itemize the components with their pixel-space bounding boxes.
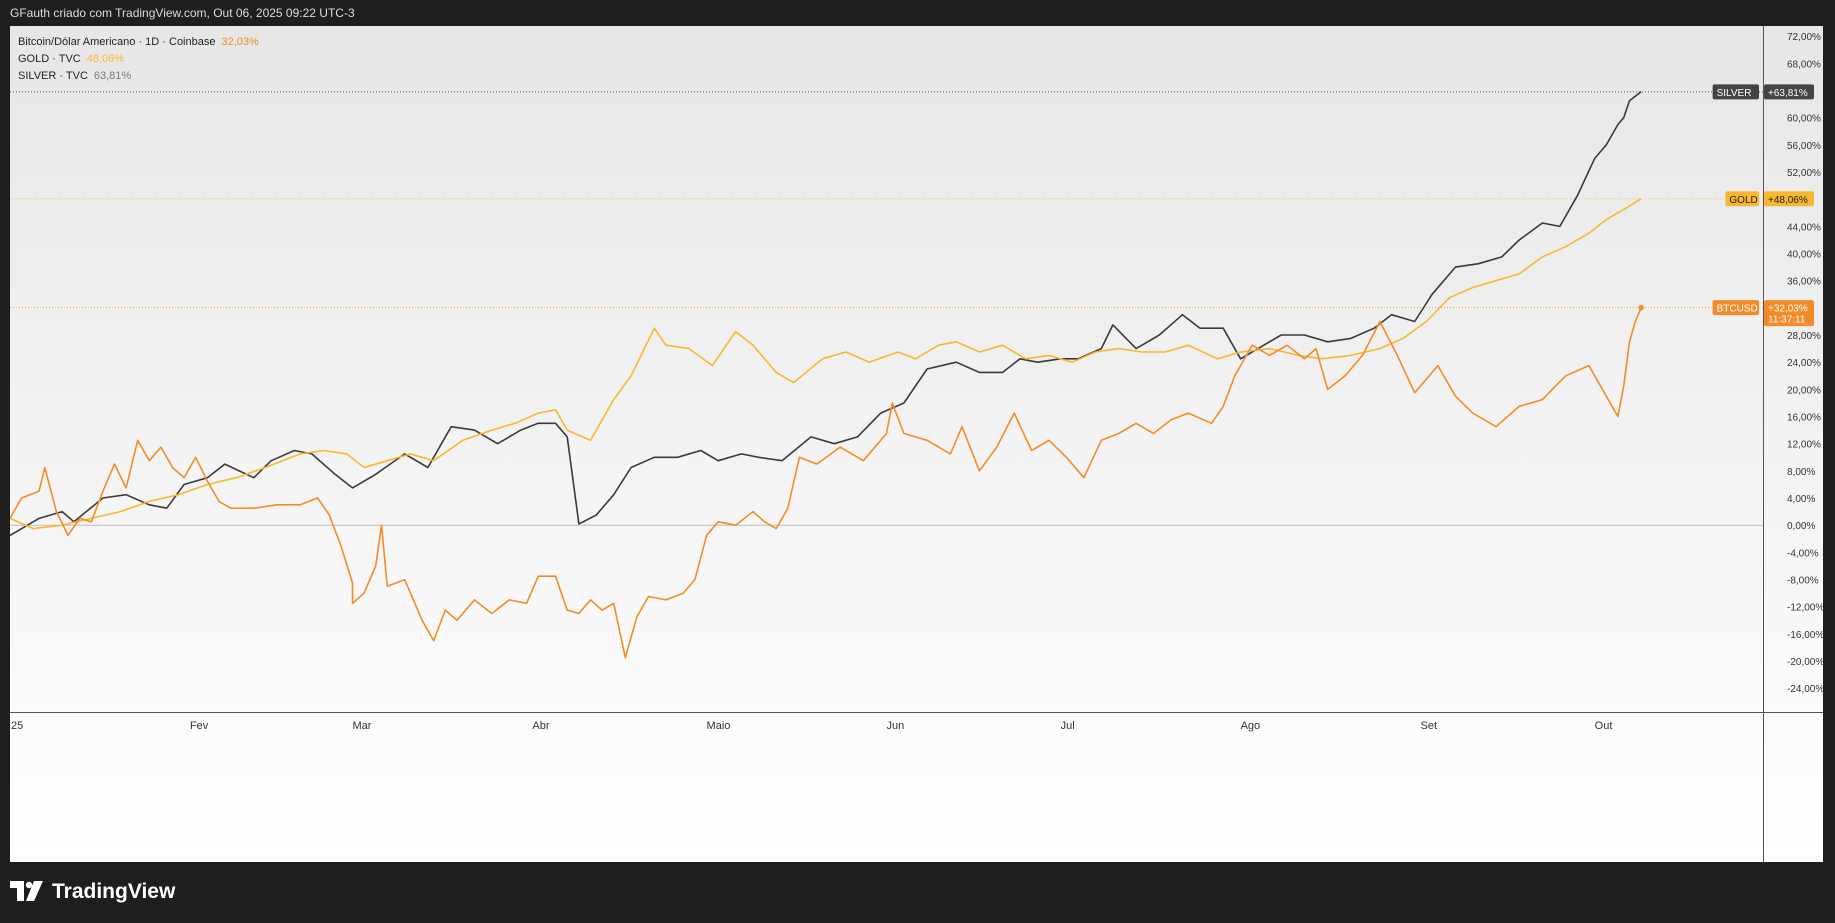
btc-series-line[interactable]	[10, 307, 1642, 659]
y-tick-label: 0,00%	[1787, 521, 1815, 532]
y-tick-label: -16,00%	[1787, 630, 1823, 641]
legend-value-gold: 48,06%	[86, 53, 125, 65]
y-tick-label: 40,00%	[1787, 250, 1821, 261]
x-tick-label: Maio	[707, 720, 731, 732]
grid-layer	[10, 91, 1763, 526]
y-tick-label: 8,00%	[1787, 467, 1815, 478]
header-title: GFauth criado com TradingView.com, Out 0…	[10, 6, 355, 20]
legend-value-silver: 63,81%	[93, 70, 132, 82]
gold-tag-name-box	[1725, 191, 1759, 207]
silver-tag-value: +63,81%	[1768, 88, 1808, 99]
silver-price-tag[interactable]: SILVER +63,81%	[1712, 84, 1814, 100]
y-tick-label: -4,00%	[1787, 548, 1819, 559]
gold-tag-value-box	[1764, 191, 1814, 207]
footer-brand: TradingView	[52, 880, 176, 903]
x-tick-label: Fev	[190, 720, 209, 732]
x-tick-label: Jun	[887, 720, 905, 732]
silver-tag-name-box	[1712, 84, 1759, 100]
legend-item-gold[interactable]: GOLD · TVC 48,06%	[18, 51, 259, 68]
chart-frame[interactable]: 72,00% 68,00% 60,00% 56,00% 52,00% 44,00% 40,0…	[10, 26, 1823, 862]
btc-tag-value: +32,03%	[1768, 304, 1808, 315]
gold-tag-value: +48,06%	[1768, 195, 1808, 206]
y-tick-label: -20,00%	[1787, 657, 1823, 668]
legend-label-silver: SILVER · TVC	[18, 70, 88, 82]
line-chart[interactable]: 72,00% 68,00% 60,00% 56,00% 52,00% 44,00% 40,0…	[10, 26, 1823, 862]
silver-tag-name: SILVER	[1717, 88, 1752, 99]
axis-layer: 72,00% 68,00% 60,00% 56,00% 52,00% 44,00% 40,0…	[10, 26, 1823, 862]
y-tick-label: 36,00%	[1787, 277, 1821, 288]
x-tick-label: Ago	[1241, 720, 1261, 732]
btc-tag-value-box	[1764, 300, 1814, 327]
silver-tag-value-box	[1764, 84, 1814, 100]
legend-item-btc[interactable]: Bitcoin/Dólar Americano · 1D · Coinbase 3…	[18, 34, 259, 51]
chart-legend: Bitcoin/Dólar Americano · 1D · Coinbase 3…	[18, 34, 259, 85]
y-tick-label: 68,00%	[1787, 59, 1821, 70]
y-tick-label: 16,00%	[1787, 413, 1821, 424]
btc-tag-name: BTCUSD	[1717, 304, 1758, 315]
x-tick-label: Set	[1421, 720, 1438, 732]
y-tick-label: 20,00%	[1787, 385, 1821, 396]
btc-tag-name-box	[1712, 300, 1759, 316]
y-tick-label: 52,00%	[1787, 168, 1821, 179]
y-tick-label: -24,00%	[1787, 684, 1823, 695]
series-layer	[10, 91, 1644, 659]
tradingview-logo-icon	[10, 881, 43, 901]
legend-label-btc: Bitcoin/Dólar Americano · 1D · Coinbase	[18, 36, 216, 48]
y-tick-label: 72,00%	[1787, 32, 1821, 43]
legend-label-gold: GOLD · TVC	[18, 53, 81, 65]
x-tick-label: Out	[1595, 720, 1613, 732]
y-tick-label: 12,00%	[1787, 440, 1821, 451]
y-tick-label: -8,00%	[1787, 576, 1819, 587]
x-tick-label: Abr	[532, 720, 549, 732]
tradingview-logo[interactable]: TradingView	[10, 880, 175, 904]
y-tick-label: 44,00%	[1787, 222, 1821, 233]
gold-price-tag[interactable]: GOLD +48,06%	[1725, 191, 1814, 207]
tag-layer: SILVER +63,81% GOLD +48,06% BTCUSD +32,03%11:…	[1712, 84, 1814, 327]
y-tick-label: -12,00%	[1787, 603, 1823, 614]
gold-tag-name: GOLD	[1729, 195, 1757, 206]
y-tick-label: 60,00%	[1787, 114, 1821, 125]
y-tick-label: 4,00%	[1787, 494, 1815, 505]
y-tick-label: 56,00%	[1787, 141, 1821, 152]
x-tick-label: 25	[11, 720, 23, 732]
chart-header: GFauth criado com TradingView.com, Out 0…	[0, 0, 1835, 26]
silver-series-line[interactable]	[10, 91, 1642, 537]
x-tick-label: Mar	[352, 720, 371, 732]
y-tick-label: 28,00%	[1787, 331, 1821, 342]
btc-tag-time: 11:37:11	[1768, 315, 1806, 326]
legend-item-silver[interactable]: SILVER · TVC 63,81%	[18, 68, 259, 85]
x-tick-label: Jul	[1061, 720, 1075, 732]
btc-price-tag[interactable]: BTCUSD +32,03%11:37:11	[1712, 300, 1814, 327]
btc-last-point	[1638, 304, 1644, 311]
plot-background	[10, 26, 1823, 862]
y-tick-label: 24,00%	[1787, 358, 1821, 369]
legend-value-btc: 32,03%	[221, 36, 259, 48]
